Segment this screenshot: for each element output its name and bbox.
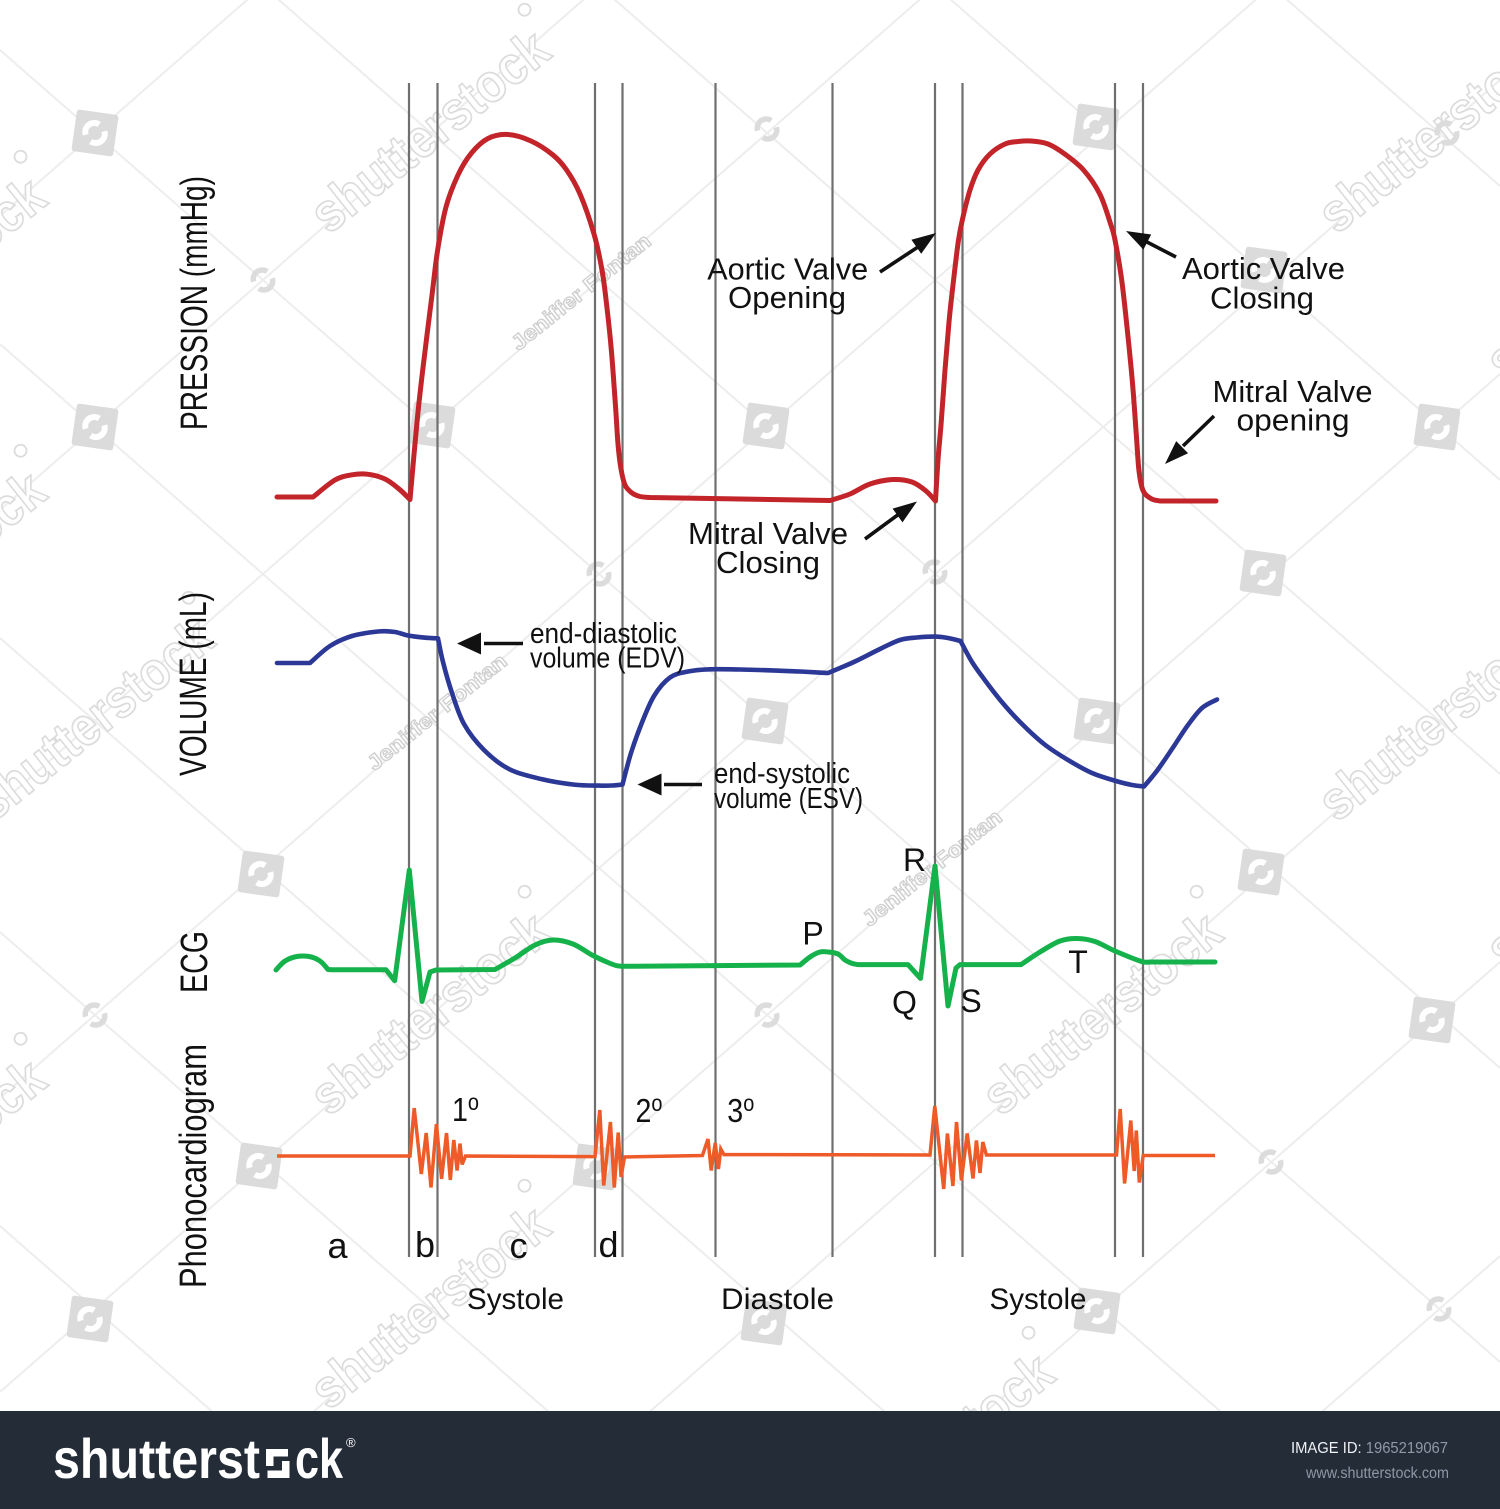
svg-text:Phonocardiogram: Phonocardiogram: [173, 1044, 215, 1288]
svg-text:Mitral Valve: Mitral Valve: [1213, 374, 1373, 409]
svg-text:Diastole: Diastole: [721, 1283, 834, 1316]
svg-text:ck: ck: [295, 1427, 344, 1490]
svg-text:www.shutterstock.com: www.shutterstock.com: [1305, 1465, 1449, 1482]
svg-text:b: b: [415, 1224, 435, 1265]
svg-text:d: d: [598, 1224, 618, 1265]
svg-text:R: R: [903, 842, 926, 878]
svg-text:S: S: [960, 983, 981, 1019]
svg-text:Aortic Valve: Aortic Valve: [1182, 251, 1345, 286]
svg-text:a: a: [327, 1225, 348, 1266]
svg-text:end-systolic: end-systolic: [714, 758, 850, 790]
svg-text:ECG: ECG: [174, 931, 216, 993]
svg-text:®: ®: [346, 1435, 356, 1450]
svg-text:end-diastolic: end-diastolic: [530, 618, 677, 650]
svg-text:Opening: Opening: [728, 280, 846, 315]
svg-text:Closing: Closing: [1210, 281, 1314, 316]
svg-text:T: T: [1068, 944, 1088, 980]
svg-text:IMAGE ID: 1965219067: IMAGE ID: 1965219067: [1291, 1440, 1448, 1457]
svg-text:Systole: Systole: [467, 1283, 564, 1316]
svg-text:P: P: [802, 916, 823, 952]
svg-text:PRESSION (mmHg): PRESSION (mmHg): [174, 176, 216, 430]
svg-text:Mitral Valve: Mitral Valve: [688, 516, 848, 551]
svg-text:Systole: Systole: [990, 1283, 1087, 1316]
svg-text:VOLUME (mL): VOLUME (mL): [173, 592, 215, 776]
svg-text:Aortic Valve: Aortic Valve: [707, 252, 868, 287]
svg-text:volume (EDV): volume (EDV): [530, 643, 685, 675]
svg-text:shutterst: shutterst: [53, 1427, 260, 1490]
svg-text:volume (ESV): volume (ESV): [714, 783, 863, 815]
svg-text:opening: opening: [1237, 403, 1350, 438]
svg-text:c: c: [510, 1225, 528, 1266]
svg-text:Closing: Closing: [716, 545, 820, 580]
svg-text:Q: Q: [892, 985, 917, 1021]
